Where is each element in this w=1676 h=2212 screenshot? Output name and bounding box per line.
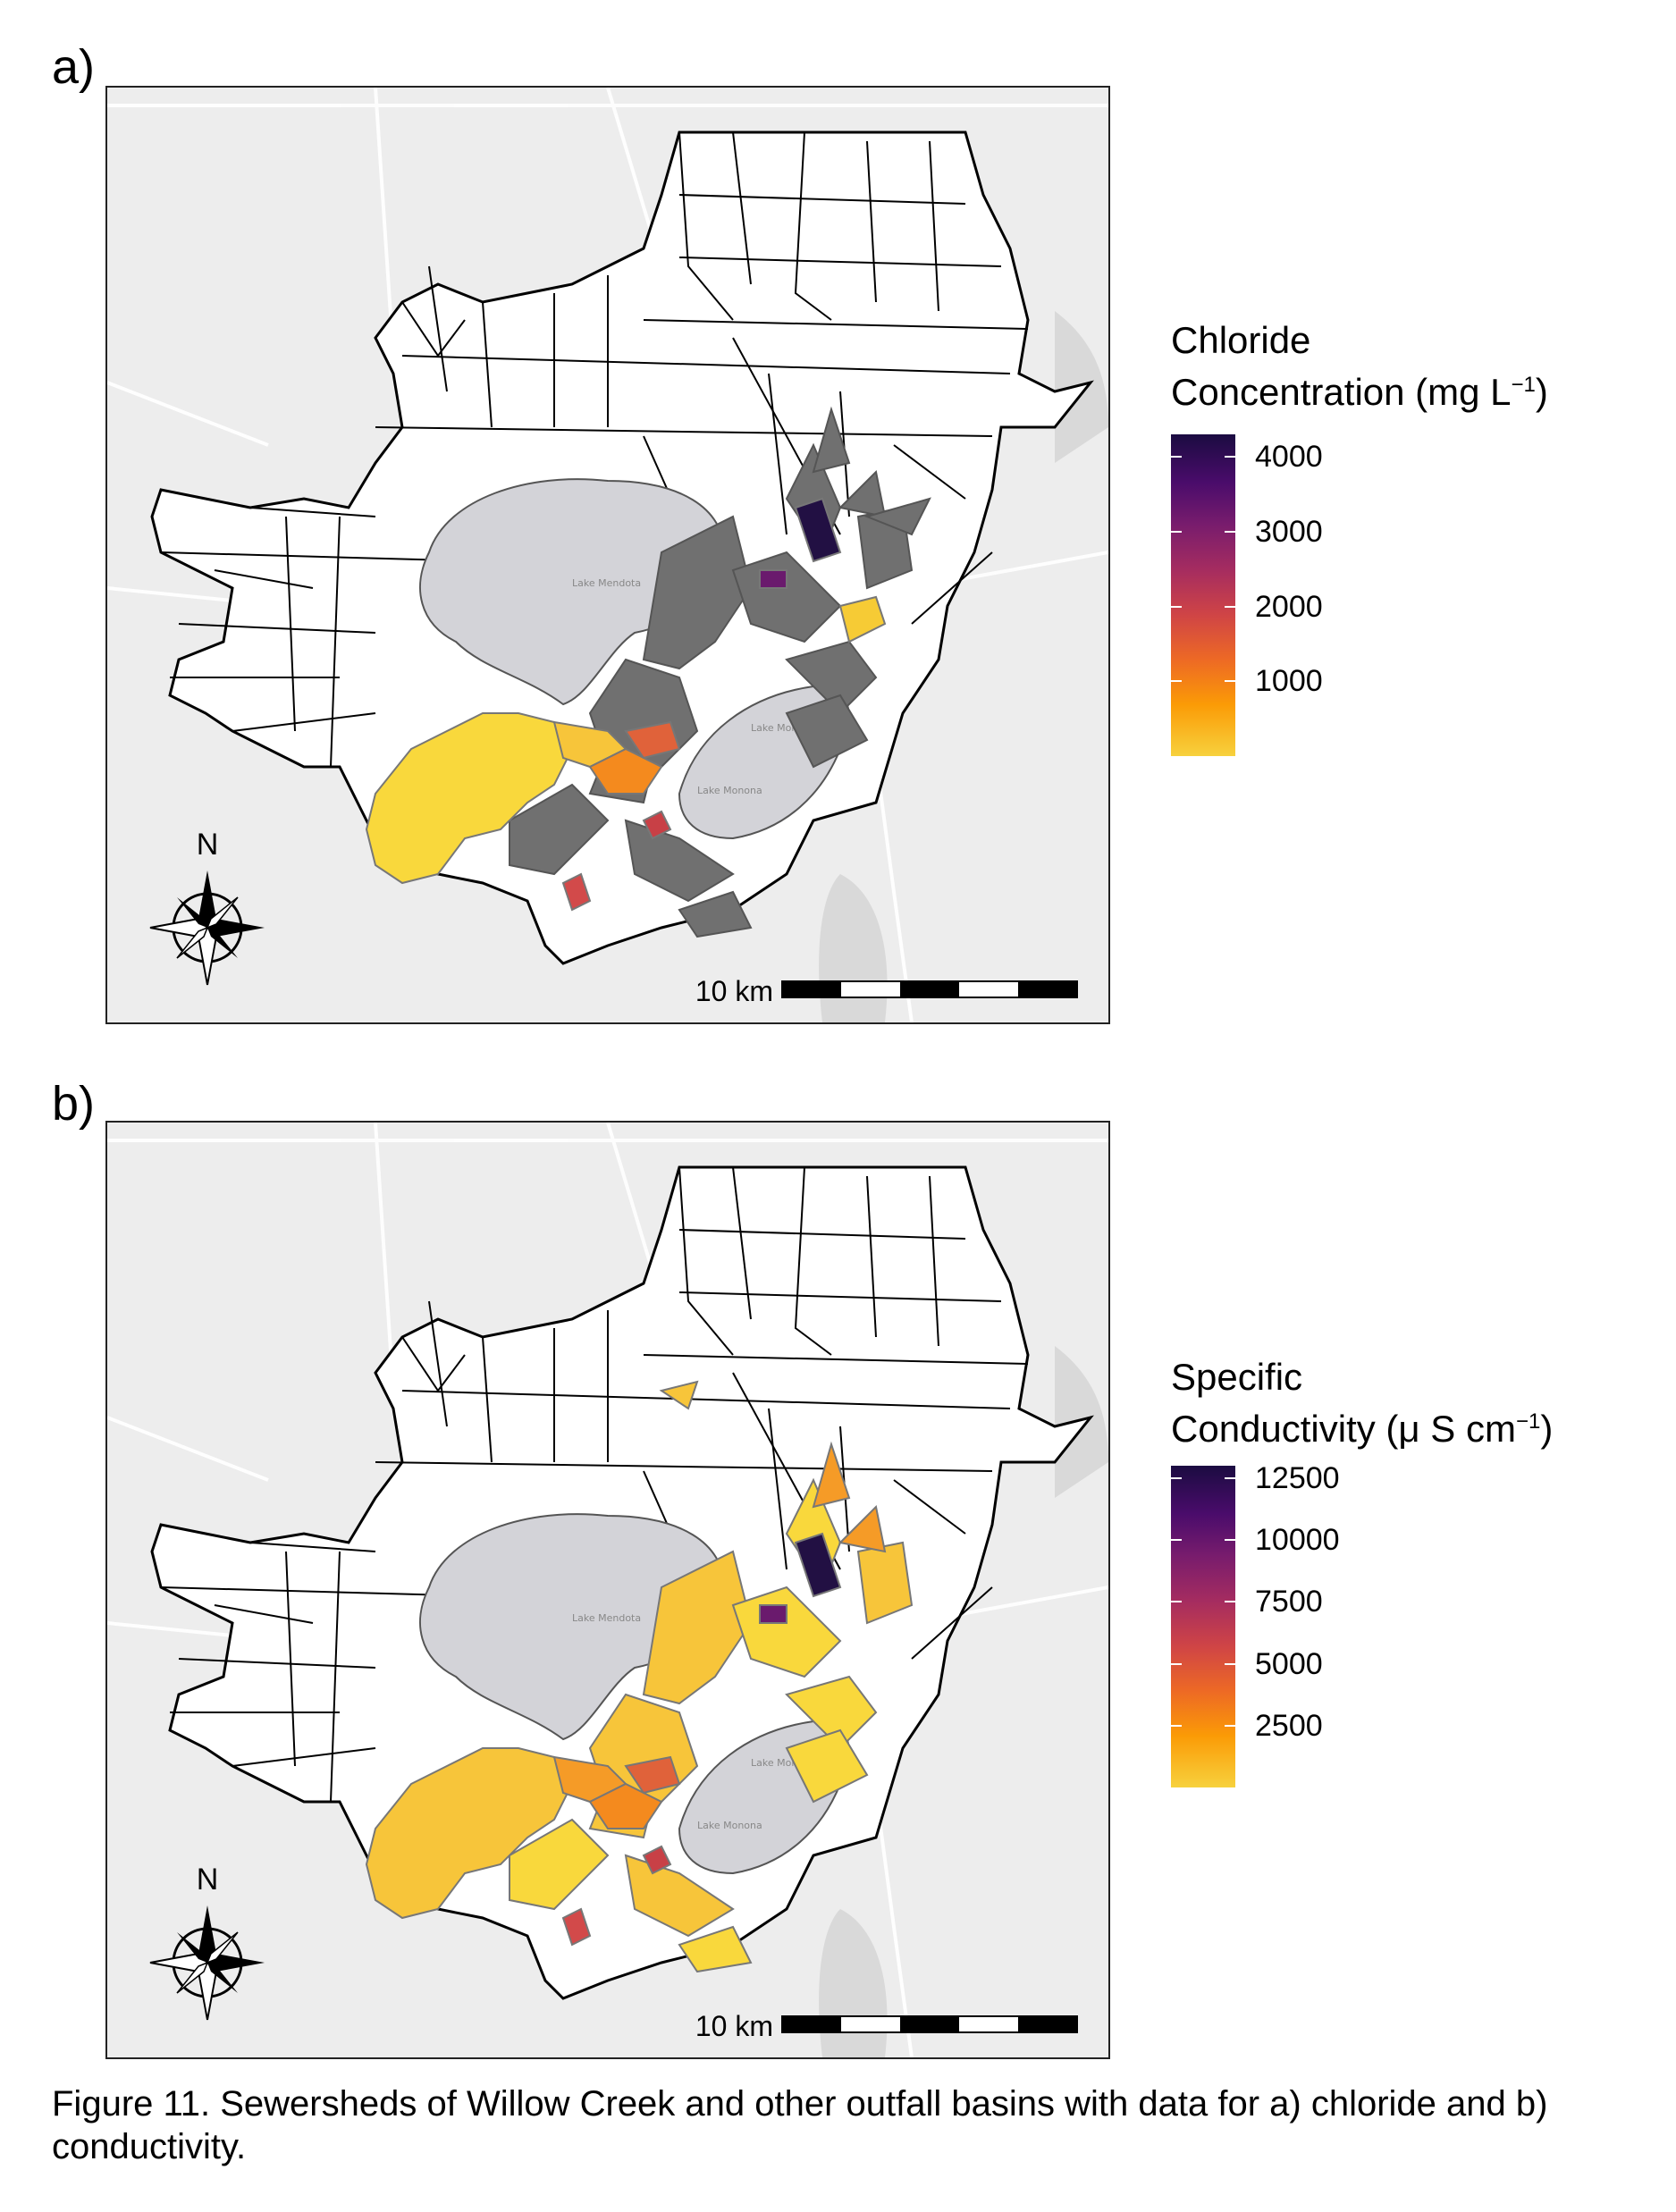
legend-tick-label: 12500 — [1255, 1460, 1340, 1495]
legend-b-title: Specific Conductivity (μ S cm−1) — [1171, 1356, 1554, 1450]
panel-b-letter: b) — [52, 1077, 96, 1131]
legend-a-colorbar — [1171, 434, 1235, 756]
legend-tick-label: 5000 — [1255, 1646, 1323, 1681]
map-panel-a: Lake Mendota Lake Monona Lake Monona — [105, 86, 1110, 1024]
legend-tick-label: 3000 — [1255, 514, 1323, 549]
legend-tick-label: 2000 — [1255, 589, 1323, 624]
legend-tick-label: 2500 — [1255, 1708, 1323, 1743]
legend-tick-label: 10000 — [1255, 1523, 1340, 1558]
scale-bar: 10 km — [695, 975, 1078, 1007]
sewershed-yellow-large — [365, 712, 574, 885]
map-panel-b: Lake Mendota Lake Monona Lake Monona — [105, 1121, 1110, 2059]
map-b-svg: Lake Mendota Lake Monona Lake Monona — [107, 1123, 1108, 2057]
map-a-svg: Lake Mendota Lake Monona Lake Monona — [107, 88, 1108, 1022]
legend-b-colorbar — [1171, 1466, 1235, 1787]
svg-text:N: N — [197, 828, 219, 862]
legend-b: Specific Conductivity (μ S cm−1) 12500 10… — [1171, 1355, 1672, 1787]
north-arrow-icon: N — [149, 828, 265, 986]
lake-label-b-3: Lake Monona — [697, 1820, 762, 1831]
north-arrow-icon-b: N — [149, 1863, 265, 2021]
panel-a-letter: a) — [52, 40, 96, 94]
figure-caption: Figure 11. Sewersheds of Willow Creek an… — [52, 2084, 1548, 2166]
legend-tick-label: 1000 — [1255, 664, 1323, 699]
lake-label-1: Lake Mendota — [572, 577, 641, 589]
svg-text:N: N — [197, 1863, 219, 1897]
legend-tick-label: 7500 — [1255, 1585, 1323, 1619]
legend-a-ticks: 4000 3000 2000 1000 — [1171, 434, 1672, 756]
sewershed-yellow-large-b — [365, 1747, 574, 1920]
legend-tick-label: 4000 — [1255, 440, 1323, 475]
legend-a: Chloride Concentration (mg L−1) 4000 3000… — [1171, 318, 1672, 756]
lake-label-3: Lake Monona — [697, 785, 762, 796]
legend-a-title: Chloride Concentration (mg L−1) — [1171, 319, 1548, 413]
lake-label-b-1: Lake Mendota — [572, 1612, 641, 1624]
svg-text:10 km: 10 km — [695, 2010, 773, 2042]
legend-b-ticks: 12500 10000 7500 5000 2500 — [1171, 1460, 1672, 1787]
scale-bar-b: 10 km — [695, 2010, 1078, 2042]
svg-text:10 km: 10 km — [695, 975, 773, 1007]
